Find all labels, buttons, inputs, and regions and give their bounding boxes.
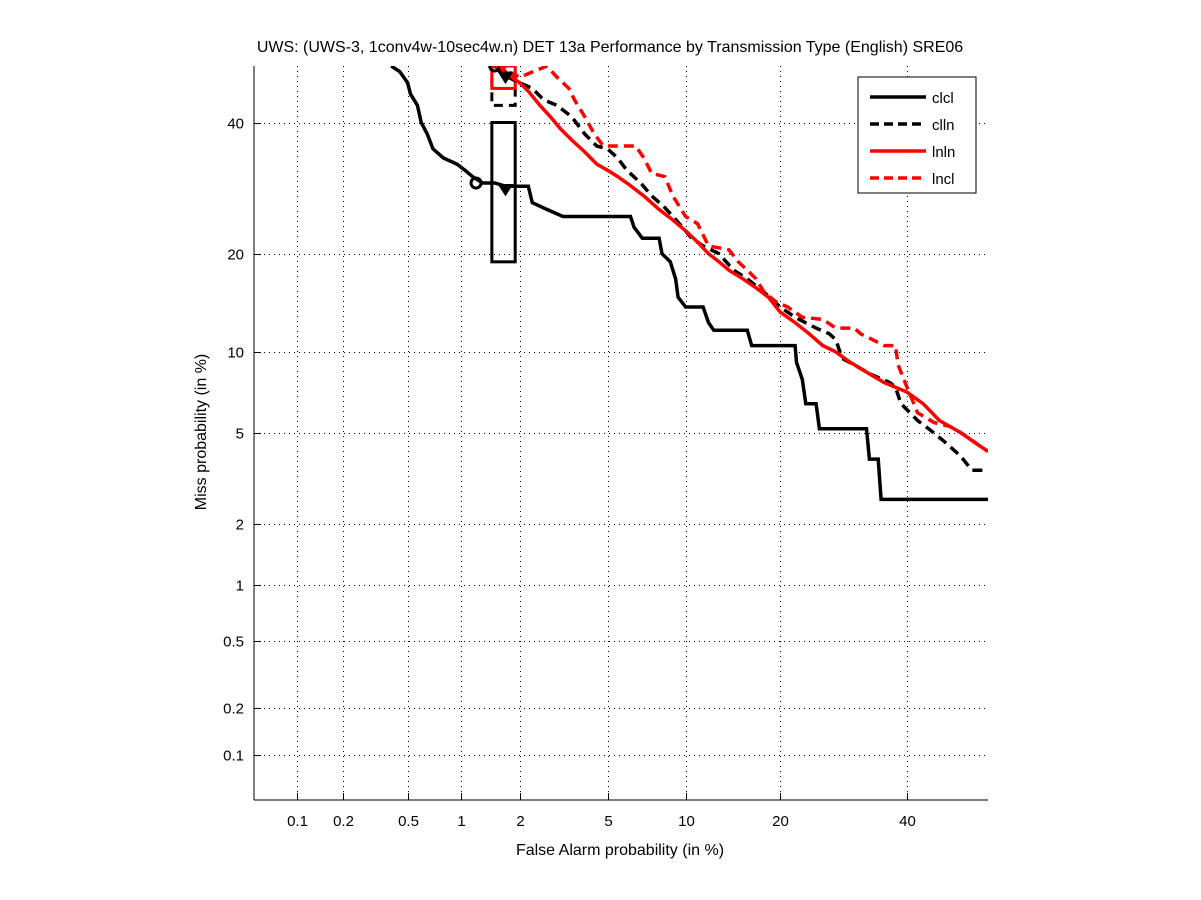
y-tick-label: 0.1 [223, 748, 244, 765]
y-tick-label: 1 [236, 578, 244, 595]
y-axis-label: Miss probability (in %) [193, 354, 210, 510]
axis-ticks: 0.1 0.2 0.5 1 2 5 10 20 40 0.1 0.2 0.5 1 2 5 10 20 40 [223, 66, 988, 830]
x-tick-label: 1 [457, 813, 465, 830]
y-tick-label: 2 [236, 517, 244, 534]
actual-dcf-marker-clcl [497, 183, 514, 197]
y-tick-label: 5 [236, 426, 244, 443]
confidence-box-lnln [490, 66, 517, 90]
y-tick-label: 20 [227, 247, 244, 264]
min-dcf-marker-clln [488, 66, 502, 73]
x-tick-label: 10 [678, 813, 695, 830]
x-tick-label: 0.2 [333, 813, 354, 830]
actual-dcf-marker-clln [497, 71, 514, 85]
x-tick-label: 2 [516, 813, 524, 830]
series-line-clln [493, 66, 988, 472]
legend-item-lncl: lncl [870, 171, 955, 188]
x-tick-label: 5 [604, 813, 612, 830]
legend-label: lnln [932, 144, 955, 161]
legend-box [857, 76, 977, 194]
y-tick-label: 10 [227, 345, 244, 362]
y-tick-label: 0.5 [223, 634, 244, 651]
series-line-clcl [390, 66, 988, 502]
x-tick-label: 20 [772, 813, 789, 830]
legend-label: clln [932, 117, 955, 134]
y-tick-label: 40 [227, 116, 244, 133]
chart-title: UWS: (UWS-3, 1conv4w-10sec4w.n) DET 13a … [257, 39, 963, 56]
x-tick-label: 0.1 [287, 813, 308, 830]
legend-item-clcl: clcl [870, 90, 954, 107]
legend-item-lnln: lnln [870, 144, 955, 161]
legend-label: clcl [932, 90, 954, 107]
y-tick-label: 0.2 [223, 701, 244, 718]
confidence-box-clcl [490, 121, 517, 264]
actual-dcf-marker-lnln [498, 66, 508, 73]
min-dcf-marker-clcl [469, 176, 483, 190]
x-axis-label: False Alarm probability (in %) [516, 842, 724, 859]
legend-label: lncl [932, 171, 955, 188]
x-tick-label: 0.5 [398, 813, 419, 830]
legend: clcl clln lnln lncl [857, 76, 977, 194]
series-line-lncl [494, 66, 988, 453]
x-tick-label: 40 [899, 813, 916, 830]
series-line-lnln [499, 66, 988, 453]
legend-item-clln: clln [870, 117, 955, 134]
plot-area [390, 66, 988, 502]
